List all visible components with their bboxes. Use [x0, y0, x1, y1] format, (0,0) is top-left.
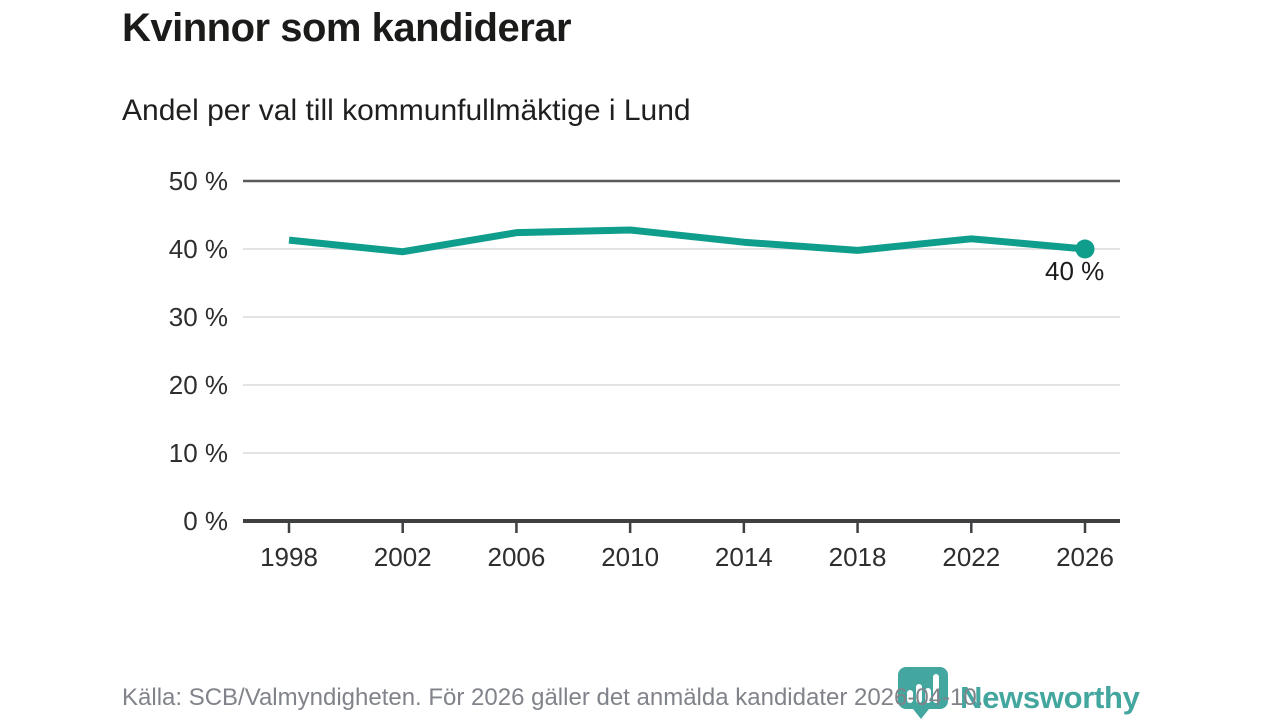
x-tick-label: 1998	[260, 542, 318, 572]
chart-subtitle: Andel per val till kommunfullmäktige i L…	[122, 94, 691, 127]
y-tick-label: 40 %	[169, 234, 228, 264]
source-note: Källa: SCB/Valmyndigheten. För 2026 gäll…	[122, 684, 984, 711]
x-tick-label: 2014	[715, 542, 773, 572]
y-tick-label: 50 %	[169, 166, 228, 196]
x-tick-label: 2022	[942, 542, 1000, 572]
newsworthy-pin-barchart-icon	[898, 667, 948, 719]
y-tick-label: 20 %	[169, 370, 228, 400]
end-point-marker	[1075, 239, 1095, 259]
y-tick-label: 10 %	[169, 438, 228, 468]
x-tick-label: 2006	[488, 542, 546, 572]
x-tick-label: 2026	[1056, 542, 1114, 572]
x-tick-label: 2010	[601, 542, 659, 572]
x-tick-label: 2002	[374, 542, 432, 572]
newsworthy-logo-text: Newsworthy	[960, 680, 1140, 715]
end-value-label: 40 %	[1045, 256, 1105, 286]
y-tick-label: 30 %	[169, 302, 228, 332]
data-line	[288, 226, 1086, 256]
chart-title: Kvinnor som kandiderar	[122, 6, 572, 50]
newsworthy-logo: Newsworthy	[897, 666, 1140, 720]
y-tick-label: 0 %	[183, 506, 228, 536]
x-tick-label: 2018	[829, 542, 887, 572]
